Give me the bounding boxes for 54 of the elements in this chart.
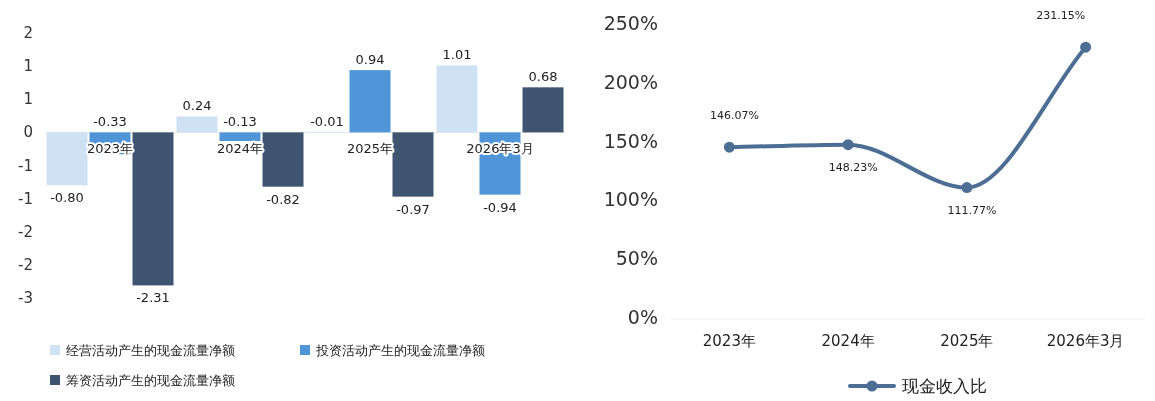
data-label: 148.23% [828,160,878,174]
data-label: -0.80 [50,190,84,206]
bar [219,132,261,141]
y-tick-label: 250% [603,12,658,34]
x-tick-label: 2023年 [702,332,756,350]
data-label: -0.82 [266,191,300,207]
data-label: -0.97 [396,201,430,217]
y-tick-label: -1 [18,156,33,175]
data-label: -0.94 [483,199,517,215]
y-tick-label: -3 [18,289,33,307]
point [1080,41,1092,53]
data-label: 0.94 [355,52,385,68]
bar [132,132,174,286]
data-label: 0.68 [528,69,558,85]
data-label: 146.07% [709,109,759,123]
data-label: 1.01 [442,47,472,63]
x-tick-label: 2025年 [346,141,394,157]
x-tick-label: 2024年 [821,332,875,350]
legend-label: 投资活动产生的现金流量净额 [315,343,485,358]
data-label: 231.15% [1036,9,1086,23]
y-tick-label: -2 [18,222,33,241]
legend-label: 经营活动产生的现金流量净额 [66,343,235,358]
y-tick-label: -1 [18,189,33,208]
point [842,139,854,151]
legend-label: 筹资活动产生的现金流量净额 [66,373,235,388]
point [961,182,973,194]
bar [46,132,88,186]
y-tick-label: 200% [603,70,658,93]
legend-label: 现金收入比 [902,376,987,396]
bar [176,116,218,133]
data-label: 0.24 [182,98,212,114]
bar [436,65,478,133]
y-tick-label: 50% [615,247,658,270]
point [723,141,735,153]
y-tick-label: 0% [627,306,658,328]
x-tick-label: 2025年 [940,332,994,350]
data-label: -0.13 [223,114,257,130]
bar [392,132,434,197]
y-tick-label: 0 [23,123,33,142]
data-label: 111.77% [947,203,997,217]
bar [262,132,304,187]
bar [522,87,564,133]
x-tick-label: 2024年 [216,141,264,157]
x-tick-label: 2026年3月 [1046,332,1125,350]
y-tick-label: -2 [18,255,33,274]
y-tick-label: 100% [603,188,658,211]
data-label: -2.31 [136,290,170,306]
y-tick-label: 1 [23,90,33,109]
y-tick-label: 2 [23,24,33,42]
y-tick-label: 150% [603,129,658,152]
bar [349,70,391,133]
data-label: -0.33 [93,114,127,130]
data-label: -0.01 [310,114,344,130]
y-tick-label: 1 [23,57,33,76]
